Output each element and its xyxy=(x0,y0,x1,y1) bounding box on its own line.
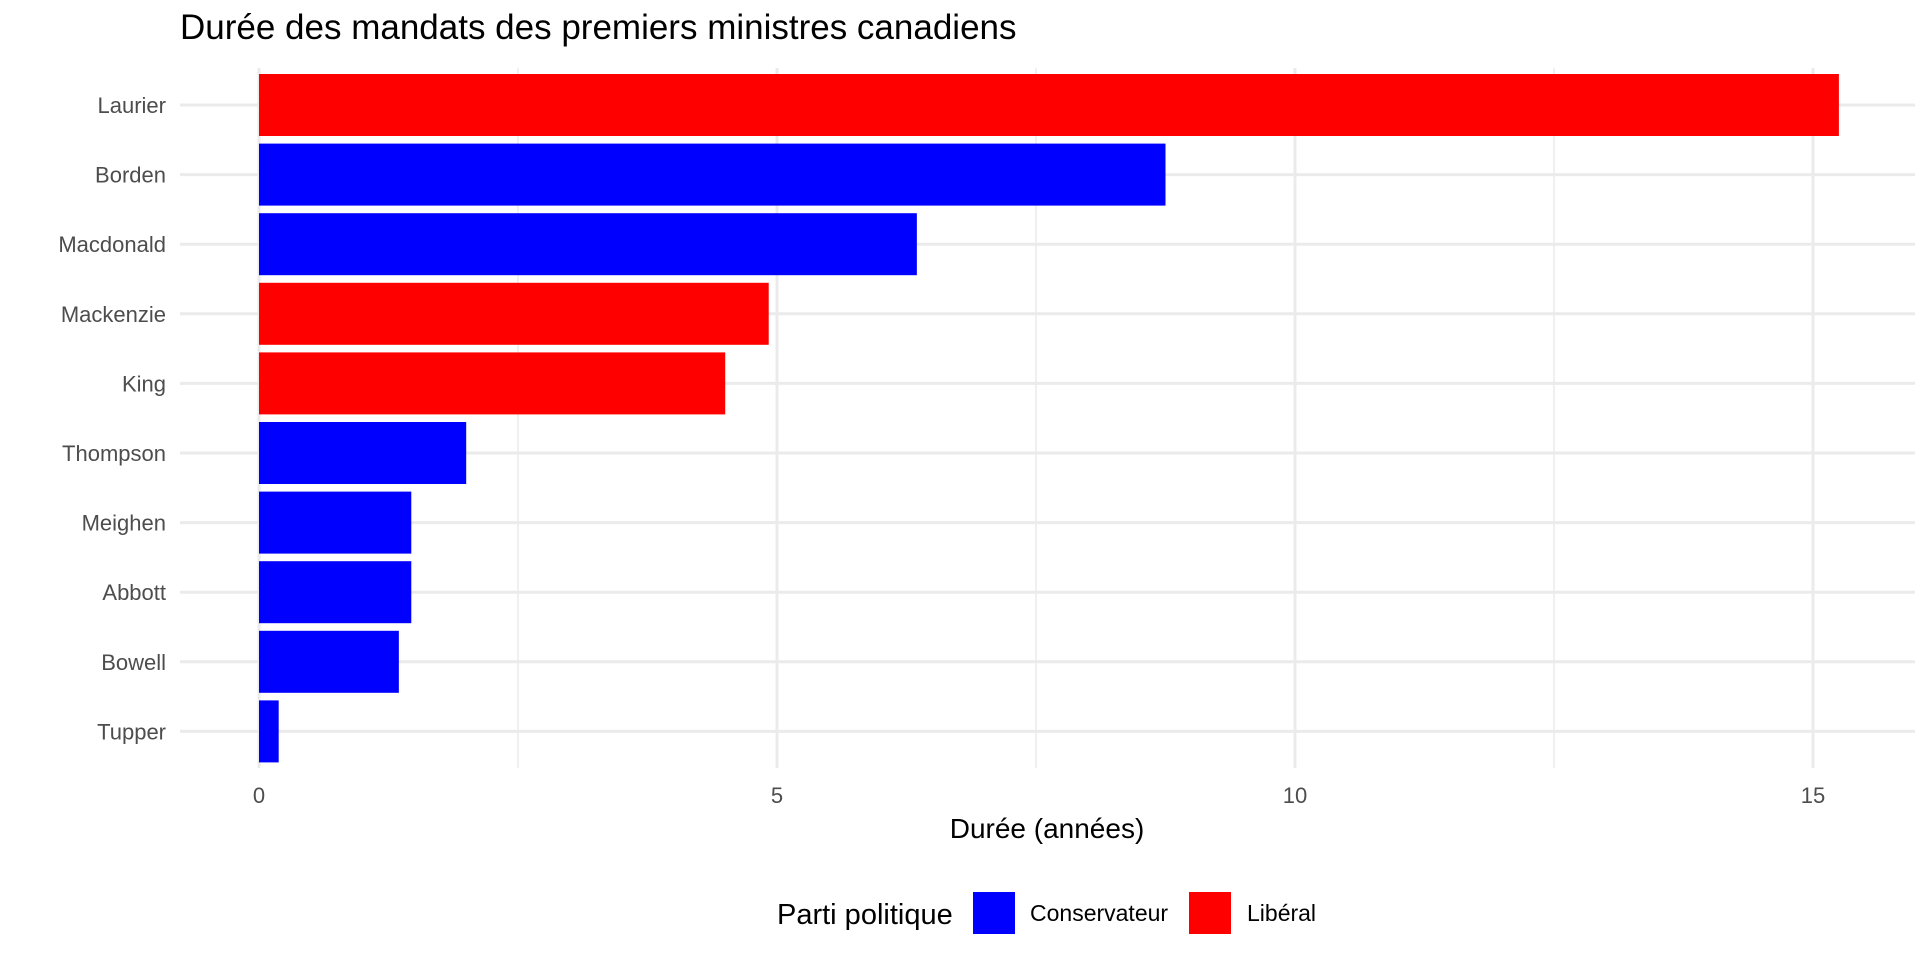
x-tick-labels: 0 5 10 15 xyxy=(253,783,1825,808)
bar-mackenzie xyxy=(259,282,769,345)
y-tick-label: Bowell xyxy=(101,650,166,675)
chart-title: Durée des mandats des premiers ministres… xyxy=(180,8,1017,47)
bar-abbott xyxy=(259,561,412,624)
legend-label-liberal: Libéral xyxy=(1247,900,1316,926)
bar-macdonald xyxy=(259,213,917,276)
y-tick-label: Laurier xyxy=(98,93,166,118)
bar-meighen xyxy=(259,491,412,554)
y-tick-label: Borden xyxy=(95,163,166,188)
x-tick-label: 10 xyxy=(1283,783,1307,808)
legend: Parti politique Conservateur Libéral xyxy=(777,892,1316,934)
y-tick-label: Mackenzie xyxy=(61,302,166,327)
bar-tupper xyxy=(259,700,279,763)
legend-label-conservateur: Conservateur xyxy=(1030,900,1168,926)
legend-key-conservateur xyxy=(973,892,1015,934)
y-tick-label: Thompson xyxy=(62,441,166,466)
y-tick-label: King xyxy=(122,371,166,396)
bar-borden xyxy=(259,143,1166,206)
legend-title: Parti politique xyxy=(777,899,953,931)
legend-key-liberal xyxy=(1189,892,1231,934)
x-axis-title: Durée (années) xyxy=(950,813,1145,844)
bars xyxy=(259,74,1839,763)
x-tick-label: 15 xyxy=(1801,783,1825,808)
bar-laurier xyxy=(259,74,1839,136)
bar-bowell xyxy=(259,630,399,693)
y-tick-label: Meighen xyxy=(82,511,166,536)
x-tick-label: 5 xyxy=(771,783,783,808)
y-tick-label: Abbott xyxy=(102,580,166,605)
bar-thompson xyxy=(259,422,467,484)
x-tick-label: 0 xyxy=(253,783,265,808)
y-tick-label: Macdonald xyxy=(58,232,166,257)
y-tick-labels: Laurier Borden Macdonald Mackenzie King Thomp… xyxy=(58,93,166,744)
bar-king xyxy=(259,352,726,415)
y-tick-label: Tupper xyxy=(97,719,166,744)
